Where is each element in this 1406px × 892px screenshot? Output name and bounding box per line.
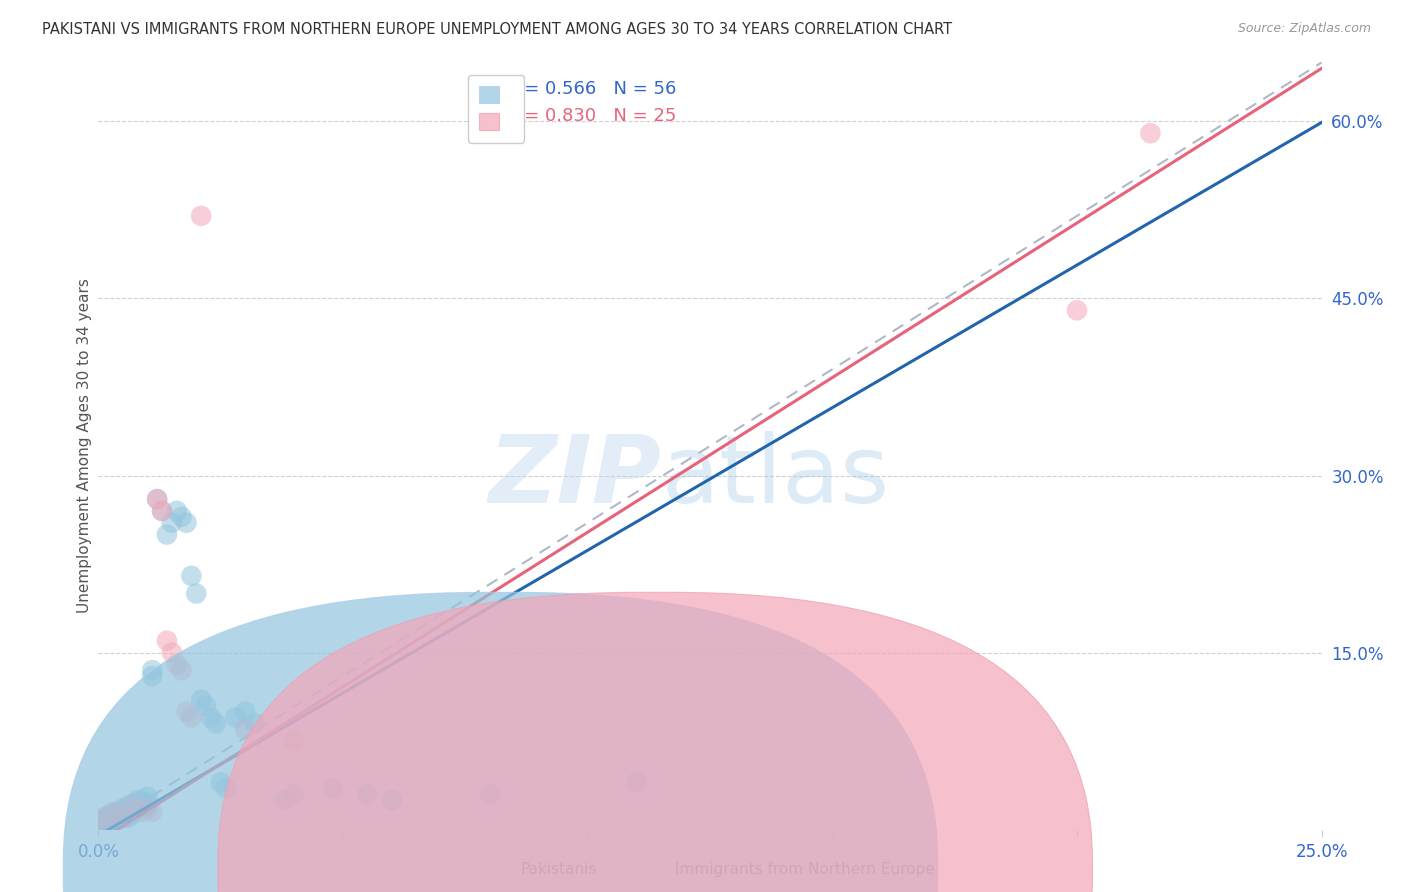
Text: Source: ZipAtlas.com: Source: ZipAtlas.com: [1237, 22, 1371, 36]
Point: [97, 811, 120, 825]
Point: [150, 504, 173, 518]
Point: [1066, 303, 1088, 318]
Point: [156, 527, 179, 541]
Point: [131, 805, 153, 819]
Point: [111, 811, 134, 825]
Point: [141, 663, 163, 677]
Point: [381, 793, 404, 807]
Point: [626, 775, 648, 789]
Point: [97, 808, 120, 822]
Point: [478, 787, 501, 801]
Point: [131, 799, 153, 814]
Point: [121, 801, 143, 815]
Point: [97, 816, 120, 830]
Text: PAKISTANI VS IMMIGRANTS FROM NORTHERN EUROPE UNEMPLOYMENT AMONG AGES 30 TO 34 YE: PAKISTANI VS IMMIGRANTS FROM NORTHERN EU…: [42, 22, 952, 37]
Point: [107, 805, 129, 819]
Point: [127, 801, 149, 815]
Point: [200, 710, 222, 724]
Point: [121, 807, 143, 822]
Point: [141, 669, 163, 683]
Point: [214, 781, 236, 796]
Point: [111, 807, 134, 822]
Point: [170, 663, 193, 677]
Point: [117, 811, 139, 825]
Point: [127, 799, 149, 814]
Point: [243, 716, 266, 731]
Point: [166, 504, 188, 518]
Point: [180, 569, 202, 583]
Point: [136, 797, 159, 811]
Point: [322, 781, 344, 796]
Point: [166, 657, 188, 672]
Point: [233, 705, 256, 719]
Point: [186, 586, 208, 600]
Point: [127, 793, 149, 807]
Point: [101, 814, 124, 829]
Point: [356, 787, 378, 801]
Point: [195, 698, 218, 713]
Point: [97, 813, 120, 827]
Point: [136, 789, 159, 804]
Point: [205, 716, 228, 731]
Point: [107, 808, 129, 822]
Point: [91, 814, 114, 829]
Legend: , : ,: [468, 75, 524, 143]
Point: [273, 793, 295, 807]
Point: [87, 813, 110, 827]
Point: [101, 811, 124, 825]
Y-axis label: Unemployment Among Ages 30 to 34 years: Unemployment Among Ages 30 to 34 years: [77, 278, 91, 614]
Point: [117, 805, 139, 819]
Point: [190, 209, 212, 223]
Point: [136, 801, 159, 815]
Point: [283, 734, 305, 748]
Point: [150, 504, 173, 518]
Point: [180, 710, 202, 724]
Point: [224, 710, 246, 724]
Point: [141, 805, 163, 819]
Text: Pakistanis: Pakistanis: [520, 863, 596, 877]
Point: [121, 799, 143, 814]
Point: [233, 723, 256, 737]
Point: [146, 492, 169, 507]
Point: [107, 813, 129, 827]
Text: R = 0.566   N = 56: R = 0.566 N = 56: [506, 80, 676, 98]
Point: [117, 805, 139, 819]
Point: [101, 805, 124, 819]
Point: [111, 811, 134, 825]
Text: atlas: atlas: [661, 431, 890, 523]
Point: [91, 818, 114, 832]
Point: [111, 801, 134, 815]
Text: R = 0.830   N = 25: R = 0.830 N = 25: [506, 107, 676, 125]
Point: [91, 811, 114, 825]
Point: [131, 793, 153, 807]
Point: [170, 509, 193, 524]
Point: [87, 816, 110, 830]
Point: [91, 813, 114, 827]
Point: [160, 516, 183, 530]
Point: [101, 807, 124, 822]
Point: [176, 705, 198, 719]
Point: [190, 692, 212, 706]
Point: [156, 633, 179, 648]
Point: [117, 799, 139, 814]
Text: ZIP: ZIP: [488, 431, 661, 523]
Point: [1139, 126, 1161, 140]
Point: [176, 516, 198, 530]
Text: Immigrants from Northern Europe: Immigrants from Northern Europe: [675, 863, 935, 877]
Point: [209, 775, 232, 789]
Point: [160, 646, 183, 660]
Point: [146, 492, 169, 507]
Point: [283, 787, 305, 801]
Point: [121, 797, 143, 811]
Point: [107, 808, 129, 822]
Point: [87, 816, 110, 830]
